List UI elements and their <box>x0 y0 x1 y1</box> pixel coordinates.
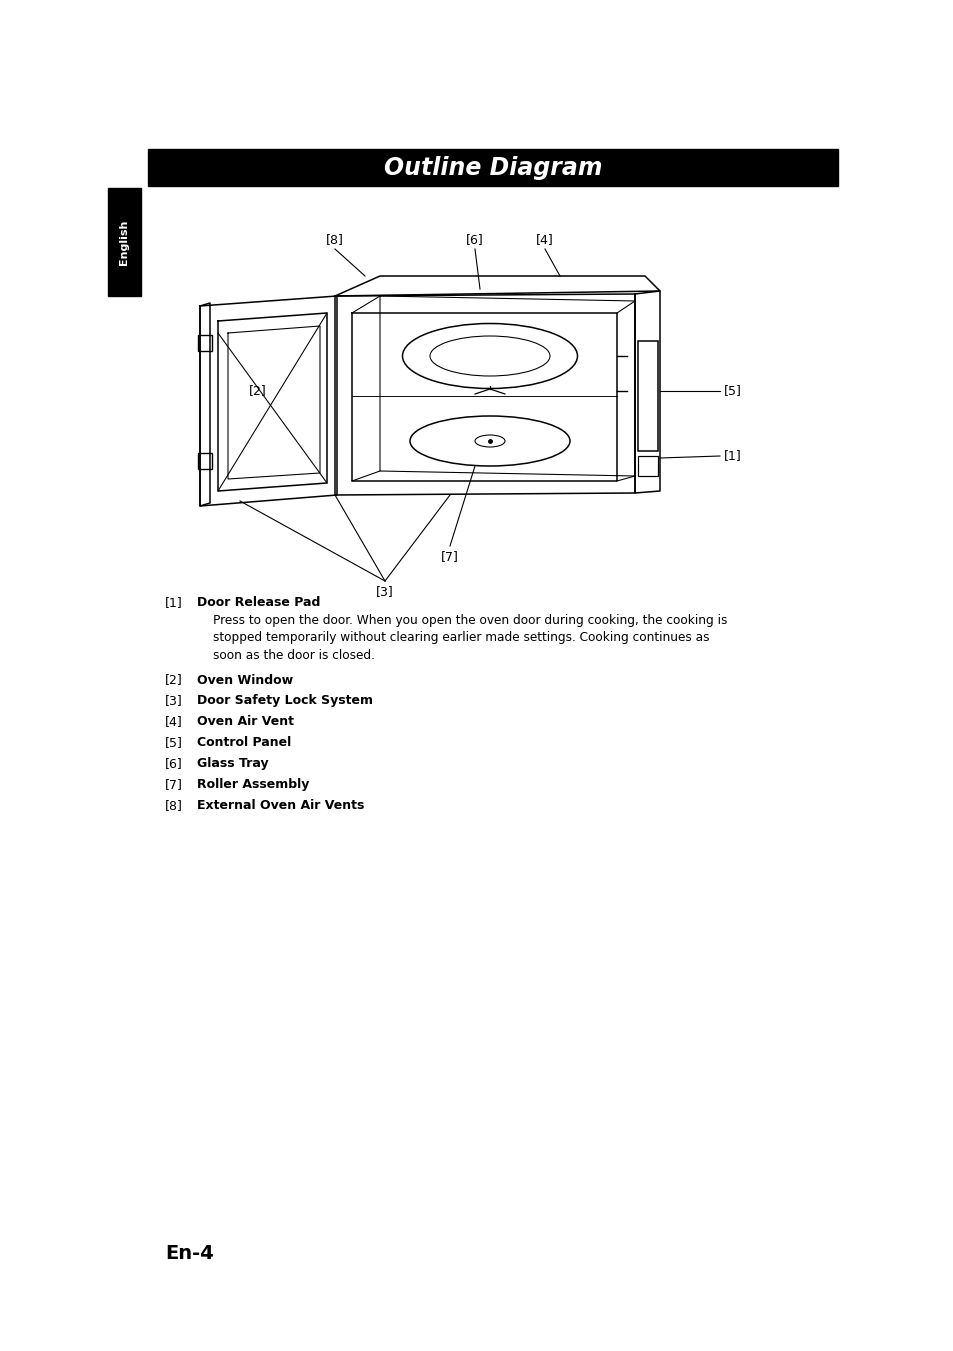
Text: [1]: [1] <box>165 596 183 609</box>
Text: [3]: [3] <box>165 694 183 708</box>
Bar <box>638 340 658 451</box>
Text: [4]: [4] <box>165 715 183 728</box>
Text: Roller Assembly: Roller Assembly <box>196 778 309 792</box>
Bar <box>148 149 837 186</box>
Text: English: English <box>119 219 130 265</box>
Text: En-4: En-4 <box>165 1244 213 1263</box>
Text: Oven Air Vent: Oven Air Vent <box>196 715 294 728</box>
Text: [7]: [7] <box>165 778 183 792</box>
Text: Door Release Pad: Door Release Pad <box>196 596 320 609</box>
Text: [8]: [8] <box>326 232 344 246</box>
Text: [6]: [6] <box>466 232 483 246</box>
Text: [5]: [5] <box>723 385 741 397</box>
Text: Glass Tray: Glass Tray <box>196 757 269 770</box>
Text: [5]: [5] <box>165 736 183 750</box>
Text: Door Safety Lock System: Door Safety Lock System <box>196 694 373 708</box>
Text: [4]: [4] <box>536 232 554 246</box>
Bar <box>108 188 141 296</box>
Text: External Oven Air Vents: External Oven Air Vents <box>196 798 364 812</box>
Bar <box>198 453 212 469</box>
Text: [7]: [7] <box>440 550 458 563</box>
Text: [8]: [8] <box>165 798 183 812</box>
Text: [1]: [1] <box>723 450 741 462</box>
Text: Oven Window: Oven Window <box>196 674 293 686</box>
Text: [2]: [2] <box>165 674 183 686</box>
Text: [2]: [2] <box>249 385 267 397</box>
Text: [3]: [3] <box>375 585 394 598</box>
Text: Control Panel: Control Panel <box>196 736 291 750</box>
Text: Outline Diagram: Outline Diagram <box>383 155 601 180</box>
Bar <box>638 457 658 476</box>
Text: Press to open the door. When you open the oven door during cooking, the cooking : Press to open the door. When you open th… <box>213 613 726 662</box>
Bar <box>198 335 212 351</box>
Text: [6]: [6] <box>165 757 183 770</box>
